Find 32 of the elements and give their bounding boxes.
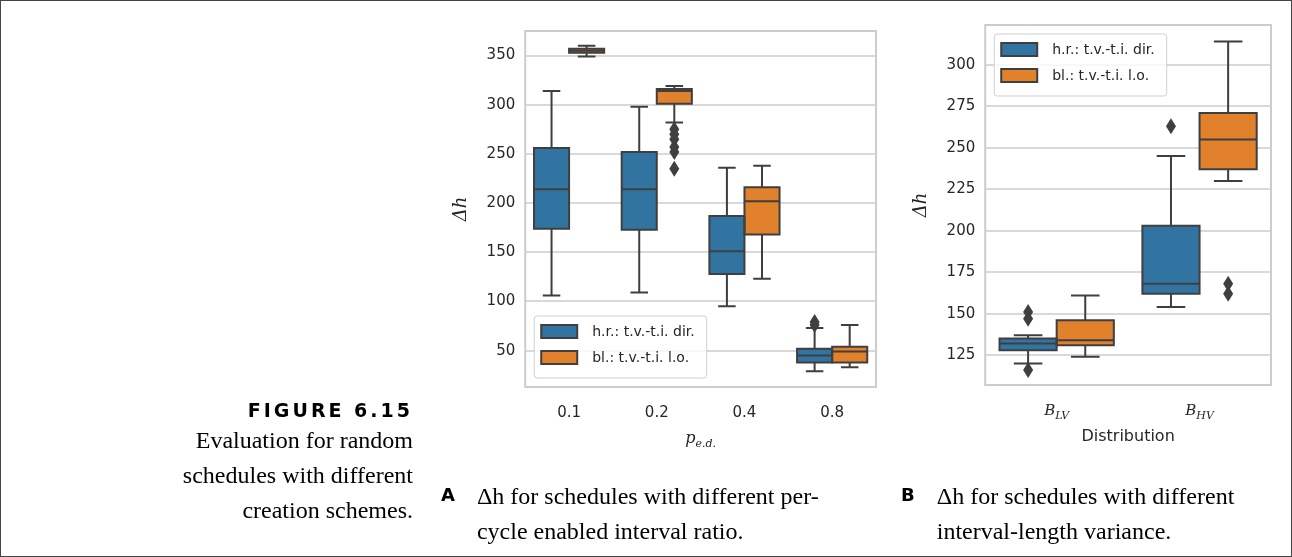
x-tick-label: 0.2 [644,403,669,421]
y-tick-label: 225 [946,179,976,198]
y-tick-label: 100 [486,291,516,310]
caption: FIGURE 6.15 [246,399,413,421]
legend-label: bl.: t.v.-t.i. l.o. [592,348,690,365]
y-tick-label: 200 [946,220,976,239]
y-tick-label: 125 [946,345,976,364]
y-tick-label: 275 [946,96,976,115]
y-tick-label: 350 [486,45,516,64]
text: Δh for schedules with different per-cycle enabled interval ratio. [476,482,820,546]
text: A [441,483,455,507]
legend-label: h.r.: t.v.-t.i. dir. [592,322,695,339]
y-tick-label: 250 [486,143,516,162]
y-tick-label: 200 [486,192,516,211]
x-tick-label: 0.8 [820,403,845,421]
y-tick-label: 300 [486,94,516,113]
text: Evaluation for random schedules with different creation schemes. [181,426,413,525]
legend-label: h.r.: t.v.-t.i. dir. [1052,40,1155,57]
y-tick-label: 250 [946,137,976,156]
x-tick-label: 0.4 [732,403,757,421]
y-tick-label: 150 [946,303,976,322]
text: B [901,483,915,507]
x-tick-label: 0.1 [557,403,582,421]
y-tick-label: 50 [496,340,516,359]
y-axis-title: Δh [449,196,471,223]
legend-label: bl.: t.v.-t.i. l.o. [1052,66,1150,83]
text: Δh for schedules with different interval-length variance. [936,482,1236,546]
y-tick-label: 150 [486,242,516,261]
y-tick-label: 300 [946,54,976,73]
x-axis-title: Distribution [1081,426,1175,445]
y-tick-label: 175 [946,262,976,281]
y-axis-title: Δh [909,192,931,219]
